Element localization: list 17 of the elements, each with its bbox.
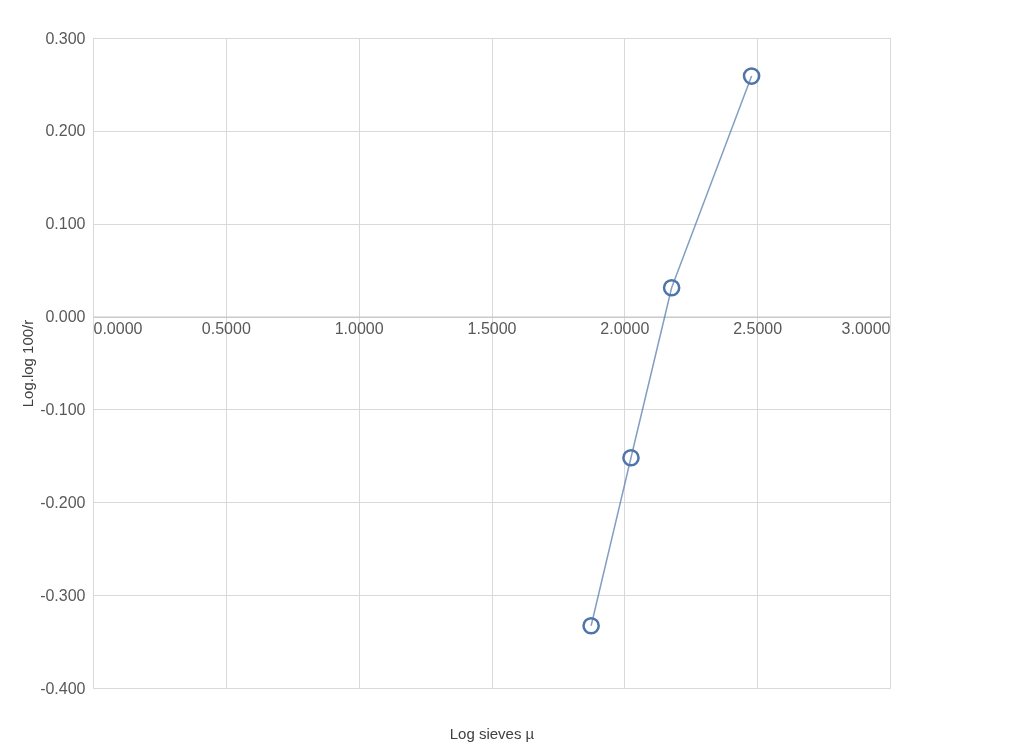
x-tick-label: 1.0000 [334, 320, 384, 338]
y-tick-label: -0.200 [40, 493, 86, 511]
y-tick-label: -0.300 [40, 586, 86, 604]
x-tick-label: 1.5000 [467, 320, 517, 338]
y-tick-label: 0.000 [45, 308, 86, 326]
y-axis-title: Log.log 100/r [19, 319, 37, 408]
x-tick-label: 3.0000 [841, 320, 891, 338]
y-tick-label: -0.100 [40, 400, 86, 418]
y-tick-label: 0.300 [45, 29, 86, 47]
x-tick-label: 0.5000 [201, 320, 251, 338]
x-tick-label: 2.0000 [600, 320, 650, 338]
x-tick-label: 0.0000 [93, 320, 143, 338]
x-axis-title: Log sieves µ [449, 724, 535, 742]
y-tick-label: 0.100 [45, 215, 86, 233]
x-tick-label: 2.5000 [733, 320, 783, 338]
y-tick-label: -0.400 [40, 679, 86, 697]
y-tick-label: 0.200 [45, 122, 86, 140]
